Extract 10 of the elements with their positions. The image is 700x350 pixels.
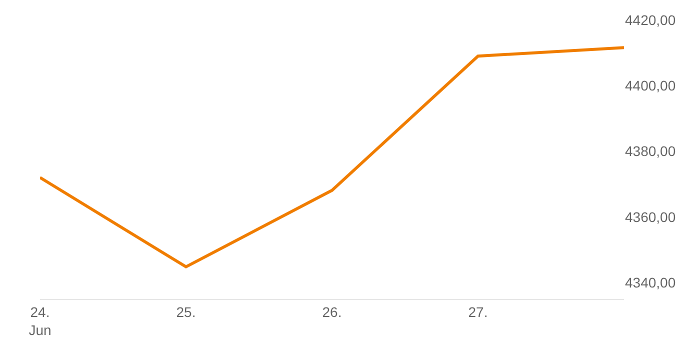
- y-tick-label: 4380,00: [625, 143, 676, 160]
- y-tick-label: 4400,00: [625, 78, 676, 94]
- x-tick-label: 27.: [468, 304, 488, 320]
- y-tick-label: 4420,00: [625, 12, 676, 28]
- x-tick-label: 26.: [322, 304, 342, 320]
- y-tick-label: 4360,00: [625, 208, 676, 225]
- line-series: [40, 46, 624, 268]
- y-tick-label: 4340,00: [625, 274, 676, 290]
- x-tick-label: 25.: [176, 304, 196, 320]
- x-tick-label: 24. Jun: [28, 304, 52, 338]
